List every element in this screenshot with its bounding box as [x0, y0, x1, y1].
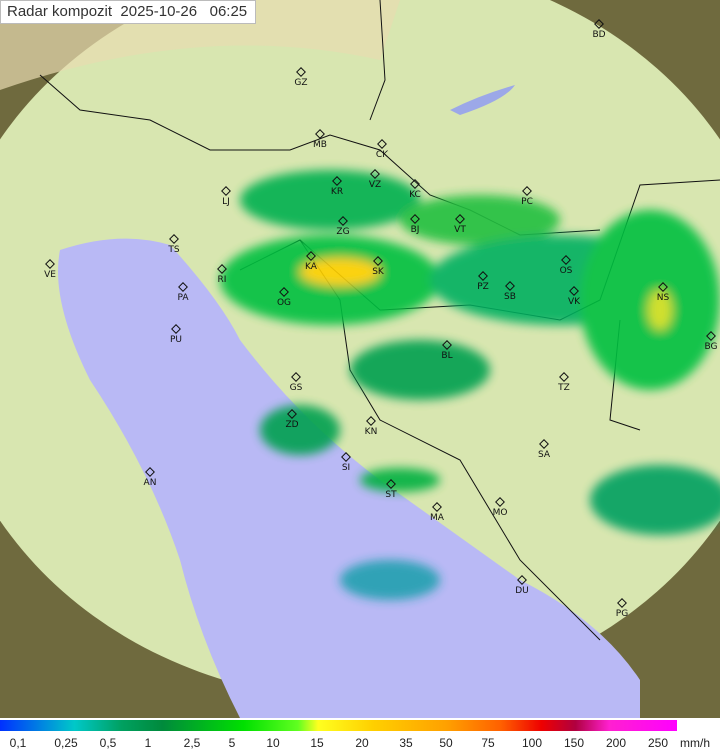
legend-tick-label: 2,5	[183, 736, 201, 750]
city-label: SA	[537, 450, 551, 460]
legend-tick-label: 35	[399, 736, 413, 750]
city-label: VZ	[368, 180, 382, 190]
city-label: OS	[559, 266, 573, 276]
city-label: KC	[409, 190, 421, 200]
city-label: ZG	[336, 227, 350, 237]
city-label: SI	[341, 463, 351, 473]
city-label: PA	[177, 293, 189, 303]
legend-tick-label: 10	[266, 736, 280, 750]
city-label: MA	[430, 513, 444, 523]
precipitation	[220, 170, 720, 600]
city-label: PG	[615, 609, 629, 619]
legend-tick-label: 250	[647, 736, 669, 750]
legend-tick-label: 5	[228, 736, 236, 750]
city-label: BG	[704, 342, 718, 352]
city-label: GS	[289, 383, 303, 393]
color-scale-bar	[0, 720, 677, 731]
city-label: VE	[44, 270, 56, 280]
adriatic-sea	[58, 238, 640, 718]
radar-map[interactable]: Radar kompozit 2025-10-26 06:25 BD GZ MB CK…	[0, 0, 720, 718]
legend-unit: mm/h	[680, 736, 710, 750]
city-label: VK	[567, 297, 581, 307]
legend-tick-label: 150	[563, 736, 585, 750]
city-label: RI	[217, 275, 227, 285]
legend-tick-label: 20	[355, 736, 369, 750]
city-label: PU	[169, 335, 183, 345]
city-label: MB	[313, 140, 327, 150]
legend-tick-label: 50	[439, 736, 453, 750]
city-label: AN	[143, 478, 157, 488]
city-label: NS	[656, 293, 670, 303]
legend-tick-label: 200	[605, 736, 627, 750]
city-label: KN	[364, 427, 378, 437]
city-label: ZD	[285, 420, 299, 430]
legend-tick-label: 1	[144, 736, 152, 750]
city-label: KR	[330, 187, 344, 197]
legend-tick-label: 0,25	[54, 736, 78, 750]
map-title: Radar kompozit 2025-10-26 06:25	[0, 0, 257, 24]
city-label: OG	[276, 298, 292, 308]
legend-tick-label: 15	[310, 736, 324, 750]
city-label: CK	[375, 150, 389, 160]
city-label: DU	[515, 586, 529, 596]
city-label: BJ	[410, 225, 420, 235]
legend-tick-label: 0,5	[99, 736, 117, 750]
city-label: GZ	[294, 78, 308, 88]
city-label: BD	[592, 30, 606, 40]
city-label: PZ	[477, 282, 489, 292]
city-label: BL	[441, 351, 453, 361]
legend-tick-label: 75	[481, 736, 495, 750]
city-label: SB	[504, 292, 516, 302]
city-label: VT	[454, 225, 466, 235]
lake-balaton	[450, 85, 515, 115]
legend-tick-label: 0,1	[9, 736, 27, 750]
city-label: ST	[385, 490, 397, 500]
city-label: TZ	[558, 383, 570, 393]
legend-tick-label: 100	[521, 736, 543, 750]
city-label: TS	[168, 245, 180, 255]
city-label: KA	[305, 262, 317, 272]
city-label: PC	[521, 197, 533, 207]
city-label: SK	[372, 267, 384, 277]
city-label: LJ	[222, 197, 230, 207]
map-layer	[0, 0, 720, 718]
city-label: MO	[492, 508, 508, 518]
